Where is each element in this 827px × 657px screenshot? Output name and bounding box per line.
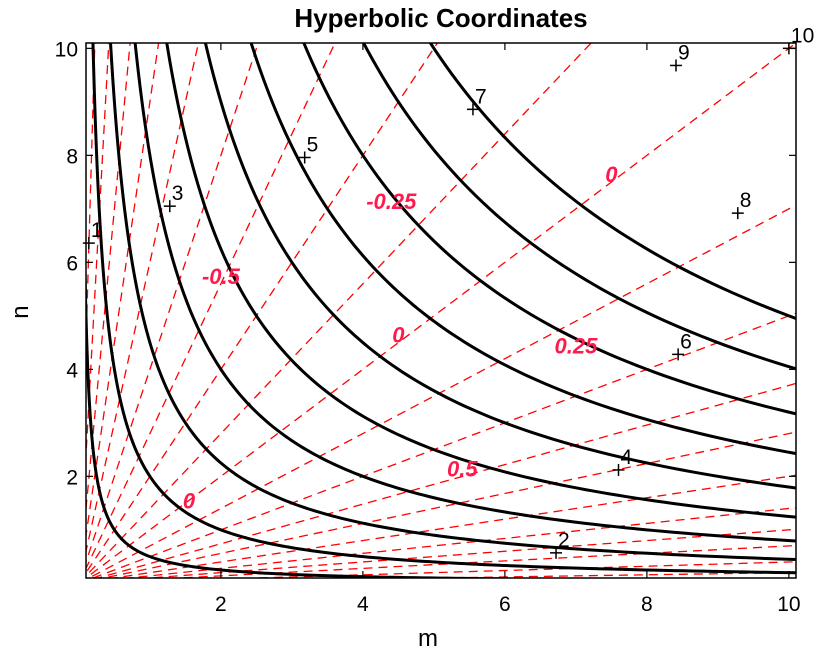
y-tick-label: 8	[66, 145, 78, 168]
contour-label: 1	[91, 219, 103, 242]
contour-label: 8	[740, 189, 752, 212]
y-tick-label: 6	[66, 252, 78, 275]
contour-label: 3	[172, 182, 184, 205]
contour-label: 10	[791, 24, 814, 47]
x-tick-label: 4	[357, 593, 369, 616]
ray-line	[86, 43, 131, 516]
y-tick-label: 10	[55, 38, 78, 61]
x-tick-label: 8	[641, 593, 653, 616]
ray-line	[101, 431, 796, 578]
ray-label: 0	[183, 488, 196, 513]
contour-label: 4	[621, 446, 633, 469]
ray-line	[86, 43, 438, 574]
hyperbola-curve	[133, 43, 796, 543]
chart-title: Hyperbolic Coordinates	[294, 3, 587, 33]
ray-line	[86, 43, 336, 570]
ray-line	[86, 43, 110, 467]
contour-label: 6	[680, 330, 692, 353]
contour-label: 2	[558, 529, 570, 552]
ray-label: -0.25	[366, 189, 417, 214]
hyperbola-curve	[86, 244, 572, 578]
ray-line	[110, 474, 796, 578]
ray-label: 0	[605, 162, 618, 187]
hyperbola-curve	[109, 43, 796, 562]
y-tick-label: 4	[66, 359, 78, 382]
ray-line	[91, 312, 796, 578]
x-tick-label: 6	[499, 593, 511, 616]
ray-labels: 0 -0.5 0 -0.25 0.5 0.25 0	[183, 162, 618, 513]
y-axis-label: n	[7, 305, 34, 318]
y-tick-label: 2	[66, 466, 78, 489]
ray-label: 0.25	[554, 333, 598, 358]
contour-label: 5	[307, 133, 319, 156]
ray-label: 0.5	[447, 456, 478, 481]
ray-label: 0	[392, 323, 405, 348]
x-axis-label: m	[418, 625, 438, 652]
plot-frame	[85, 42, 797, 579]
x-tick-label: 2	[215, 593, 227, 616]
ray-label: -0.5	[202, 264, 241, 289]
ray-line	[86, 43, 259, 565]
contour-label: 9	[678, 41, 690, 64]
x-axis-ticks: 2 4 6 8 10	[215, 43, 801, 616]
x-tick-label: 10	[777, 593, 800, 616]
contour-label: 7	[475, 85, 487, 108]
hyperbola-curve	[91, 43, 796, 575]
ray-line	[95, 382, 796, 578]
ray-line	[123, 507, 796, 578]
hyperbola-curves	[86, 43, 796, 578]
